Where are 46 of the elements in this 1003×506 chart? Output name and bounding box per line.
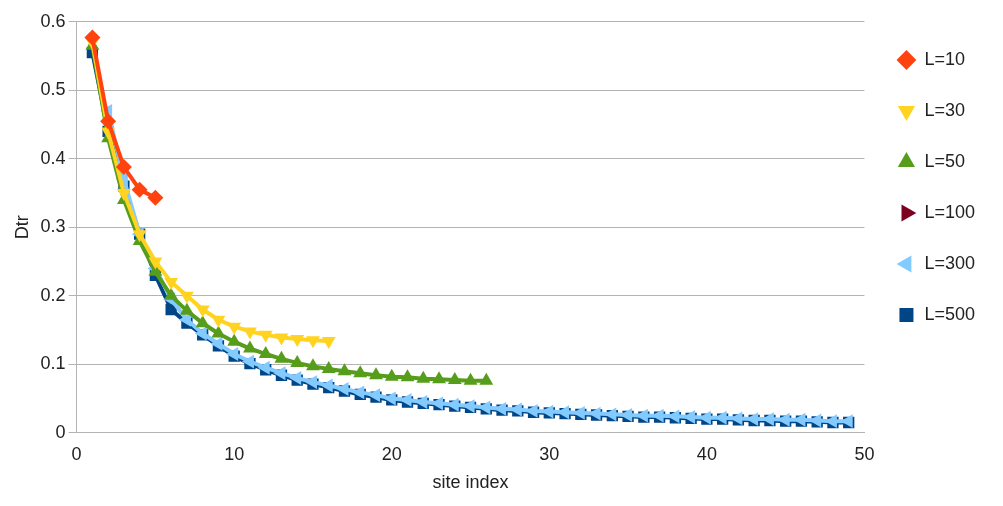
y-tick-label: 0.3: [40, 216, 66, 237]
x-tick-label: 30: [539, 443, 560, 464]
point: [290, 334, 305, 347]
y-tick-label: 0.4: [40, 147, 66, 168]
legend-label: L=50: [924, 150, 965, 171]
y-tick-label: 0.1: [40, 353, 66, 374]
point: [131, 181, 148, 198]
x-tick-label: 50: [854, 443, 875, 464]
point: [243, 340, 257, 353]
legend-label: L=500: [924, 303, 976, 324]
legend-label: L=100: [924, 201, 976, 222]
point: [178, 312, 191, 327]
point: [84, 29, 101, 46]
y-axis-title: Dtr: [11, 215, 32, 240]
y-tick-label: 0.2: [40, 284, 66, 305]
point: [195, 315, 210, 328]
y-tick-label: 0: [55, 421, 66, 442]
point: [432, 371, 446, 384]
legend-label: L=30: [924, 99, 965, 120]
point: [384, 368, 399, 381]
x-tick-label: 0: [71, 443, 82, 464]
point: [447, 372, 462, 385]
point: [353, 365, 368, 378]
point: [257, 360, 270, 375]
point: [369, 367, 383, 380]
x-tick-label: 40: [696, 443, 717, 464]
x-tick-label: 20: [381, 443, 402, 464]
point: [115, 159, 132, 176]
point: [258, 330, 273, 343]
point: [306, 358, 320, 371]
x-tick-label: 10: [224, 443, 245, 464]
y-tick-label: 0.5: [40, 79, 66, 100]
legend-label: L=10: [924, 48, 965, 69]
x-axis-title: site index: [432, 472, 509, 493]
point: [211, 315, 226, 328]
legend-label: L=300: [924, 252, 976, 273]
point: [400, 369, 415, 382]
point: [147, 189, 164, 206]
point: [210, 336, 223, 351]
point: [100, 113, 117, 130]
point: [399, 392, 412, 407]
point: [337, 363, 352, 376]
point: [321, 361, 336, 374]
point: [258, 346, 273, 359]
y-tick-label: 0.6: [40, 10, 66, 31]
point: [179, 291, 194, 304]
